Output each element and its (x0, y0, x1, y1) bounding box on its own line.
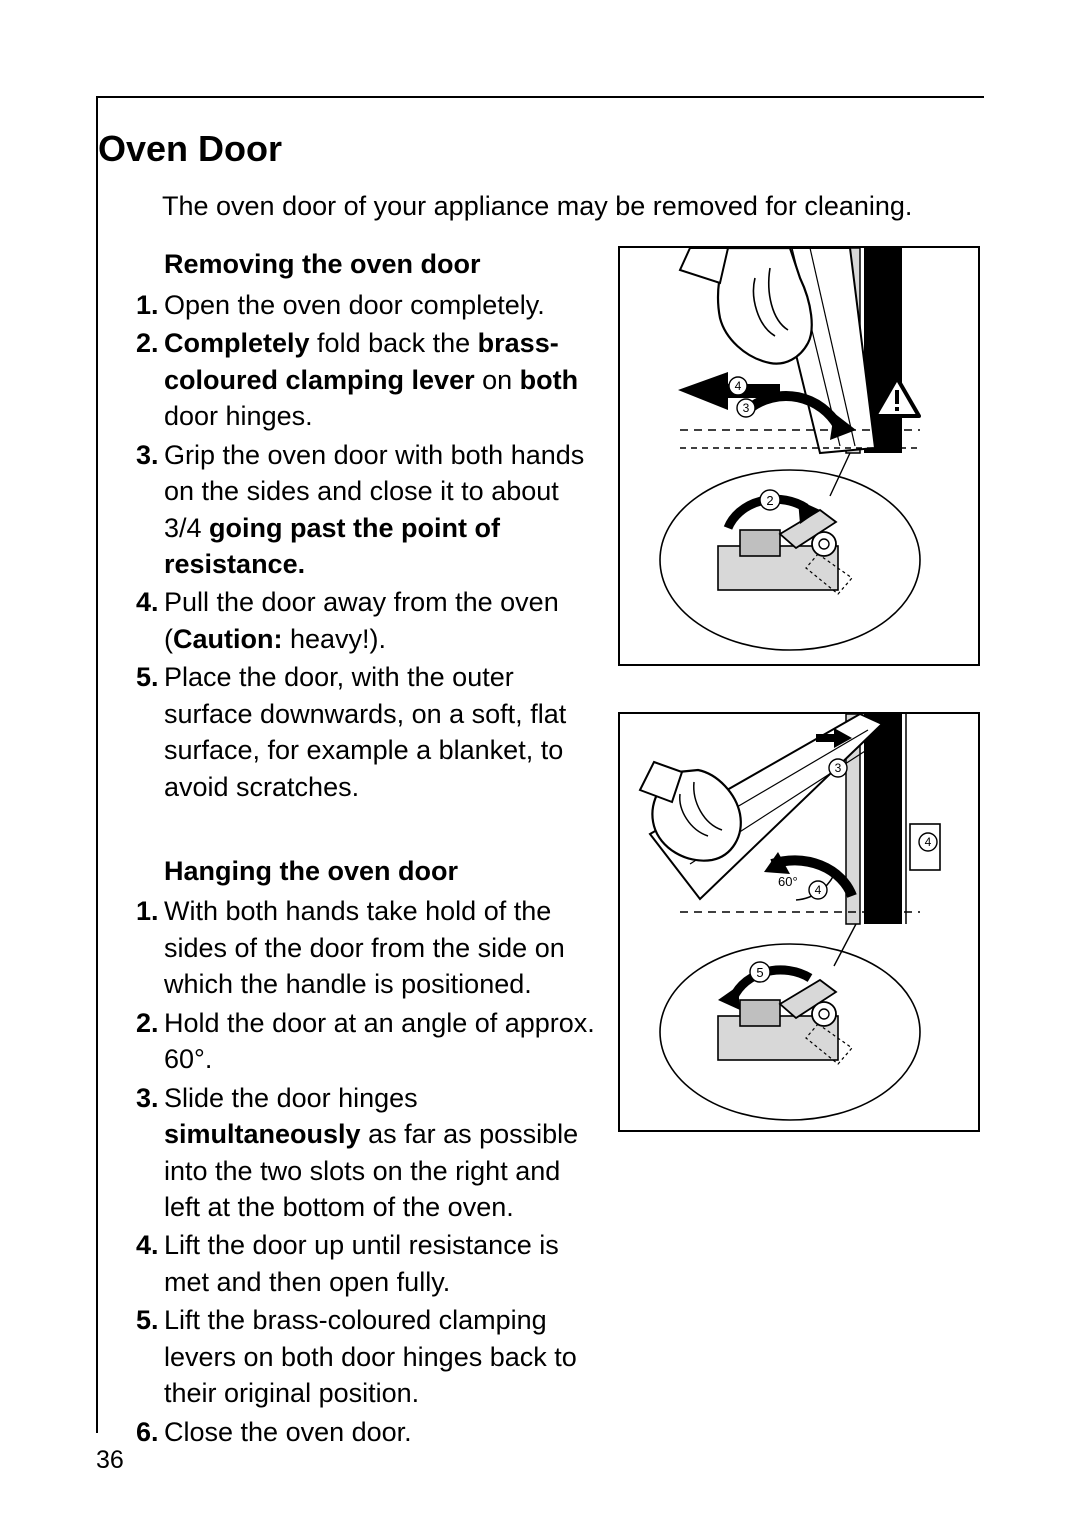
svg-text:3: 3 (743, 401, 750, 415)
step-item: Completely fold back the brass-coloured … (136, 325, 596, 434)
page-number: 36 (96, 1446, 124, 1475)
svg-text:5: 5 (756, 965, 763, 980)
step-item: Grip the oven door with both hands on th… (136, 437, 596, 583)
svg-text:4: 4 (815, 883, 822, 897)
step-item: Hold the door at an angle of approx. 60°… (136, 1005, 596, 1078)
step-item: Close the oven door. (136, 1414, 596, 1450)
step-item: Open the oven door completely. (136, 287, 596, 323)
content-columns: Removing the oven door Open the oven doo… (136, 246, 984, 1498)
section-title: Oven Door (98, 128, 984, 170)
figure-removing-svg: 4 3 (620, 248, 978, 664)
svg-text:2: 2 (766, 493, 773, 508)
svg-text:4: 4 (735, 379, 742, 393)
hanging-heading: Hanging the oven door (164, 853, 596, 889)
step-item: Pull the door away from the oven (Cautio… (136, 584, 596, 657)
removing-steps: Open the oven door completely.Completely… (136, 287, 596, 805)
page-frame: Oven Door The oven door of your applianc… (96, 96, 984, 1433)
intro-text: The oven door of your appliance may be r… (162, 188, 984, 224)
svg-text:4: 4 (925, 835, 932, 849)
step-item: Slide the door hinges simultaneously as … (136, 1080, 596, 1226)
removing-heading: Removing the oven door (164, 246, 596, 282)
step-item: With both hands take hold of the sides o… (136, 893, 596, 1002)
figure-column: 4 3 (618, 246, 980, 1498)
figure-removing: 4 3 (618, 246, 980, 666)
figure-hanging: 60° 3 4 4 (618, 712, 980, 1132)
step-item: Place the door, with the outer surface d… (136, 659, 596, 805)
text-column: Removing the oven door Open the oven doo… (136, 246, 596, 1498)
svg-text:3: 3 (835, 761, 842, 775)
hanging-steps: With both hands take hold of the sides o… (136, 893, 596, 1450)
step-item: Lift the brass-coloured clamping levers … (136, 1302, 596, 1411)
step-item: Lift the door up until resistance is met… (136, 1227, 596, 1300)
figure-hanging-svg: 60° 3 4 4 (620, 714, 978, 1130)
svg-text:60°: 60° (778, 874, 798, 889)
